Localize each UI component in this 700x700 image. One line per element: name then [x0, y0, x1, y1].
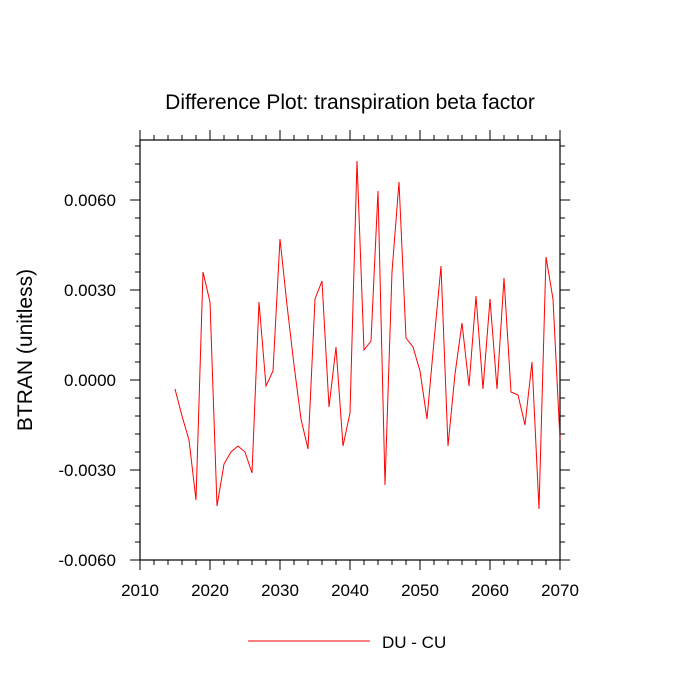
axis-ticks: [130, 130, 570, 570]
x-tick-label: 2030: [261, 581, 299, 600]
legend-label: DU - CU: [382, 633, 446, 652]
x-tick-label: 2020: [191, 581, 229, 600]
y-tick-label: 0.0000: [64, 371, 116, 390]
x-tick-label: 2060: [471, 581, 509, 600]
y-tick-label: -0.0060: [58, 551, 116, 570]
y-tick-label: 0.0060: [64, 191, 116, 210]
y-axis-label: BTRAN (unitless): [14, 269, 37, 431]
axis-tick-labels: 2010 2020 2030 2040 2050 2060 2070 -0.0060 -0.00…: [58, 191, 579, 600]
legend: DU - CU: [248, 633, 446, 652]
x-tick-label: 2070: [541, 581, 579, 600]
series-layer: [174, 160, 561, 510]
x-tick-label: 2010: [121, 581, 159, 600]
y-tick-label: -0.0030: [58, 461, 116, 480]
y-tick-label: 0.0030: [64, 281, 116, 300]
x-tick-label: 2040: [331, 581, 369, 600]
x-tick-label: 2050: [401, 581, 439, 600]
chart-title: Difference Plot: transpiration beta fact…: [165, 91, 535, 114]
series-line: [174, 160, 561, 510]
plot-frame: [139, 139, 561, 561]
